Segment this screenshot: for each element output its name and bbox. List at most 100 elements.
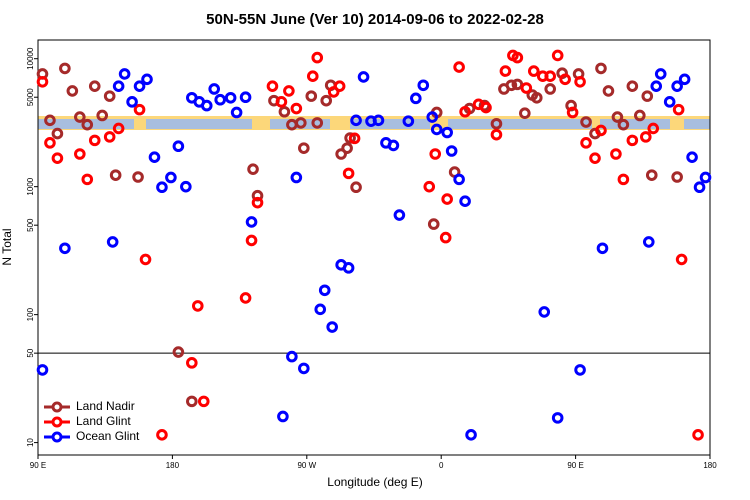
point (574, 75, 586, 88)
point (671, 171, 683, 183)
point (132, 171, 144, 183)
point (245, 216, 258, 228)
point (311, 51, 324, 64)
band-blue (270, 119, 330, 129)
point (247, 163, 259, 175)
point (314, 303, 327, 316)
x-tick-label: 180 (166, 461, 180, 470)
point (277, 410, 289, 423)
point (344, 132, 356, 144)
point (44, 137, 56, 149)
point (459, 195, 471, 207)
point (341, 142, 353, 154)
point (423, 180, 436, 193)
point (88, 80, 101, 92)
point (156, 429, 168, 441)
point (538, 306, 551, 318)
point (186, 357, 198, 369)
point (112, 122, 125, 135)
point (239, 292, 252, 304)
point (36, 75, 49, 88)
point (103, 90, 116, 102)
point (191, 300, 204, 312)
point (566, 106, 579, 119)
point (133, 80, 146, 92)
band-blue (350, 119, 430, 129)
point (544, 70, 557, 82)
point (186, 395, 198, 408)
point (499, 65, 512, 77)
point (465, 429, 477, 441)
point (574, 364, 586, 376)
point (426, 111, 439, 123)
point (699, 171, 712, 184)
point (311, 117, 324, 129)
y-tick-label: 10000 (26, 47, 35, 70)
point (589, 152, 601, 164)
x-tick-label: 90 E (30, 461, 46, 470)
point (66, 85, 79, 97)
point (172, 346, 185, 358)
point (326, 321, 338, 333)
point (490, 117, 503, 130)
point (327, 86, 340, 98)
point (335, 148, 347, 160)
point (639, 131, 652, 143)
point (441, 126, 453, 139)
point (112, 80, 125, 92)
legend-marker (51, 416, 63, 428)
point (678, 73, 691, 86)
point (559, 73, 571, 86)
point (645, 169, 658, 181)
plot-frame (37, 39, 711, 456)
point (103, 131, 116, 143)
point (672, 103, 685, 116)
point (156, 181, 168, 194)
point (430, 123, 443, 136)
point (81, 173, 94, 186)
point (305, 90, 318, 102)
band-blue (146, 119, 252, 129)
point (602, 85, 615, 97)
point (692, 429, 704, 441)
point (59, 62, 71, 75)
point (686, 151, 698, 163)
point (290, 102, 303, 115)
point (286, 350, 298, 363)
point (224, 91, 237, 104)
point (118, 68, 131, 80)
point (109, 169, 122, 181)
point (36, 364, 49, 376)
point (595, 62, 607, 75)
legend-label: Land Nadir (76, 399, 135, 413)
point (530, 91, 543, 104)
point (642, 236, 655, 248)
point (298, 362, 310, 375)
point (441, 193, 453, 205)
point (306, 70, 319, 82)
point (453, 61, 465, 73)
point (445, 145, 458, 157)
point (611, 111, 624, 123)
point (106, 236, 119, 248)
point (165, 171, 177, 184)
point (626, 134, 639, 147)
point (245, 234, 258, 247)
point (51, 152, 64, 164)
point (617, 173, 630, 186)
point (551, 49, 564, 62)
point (342, 167, 355, 180)
point (490, 128, 503, 141)
point (596, 242, 609, 255)
point (511, 78, 524, 91)
point (693, 181, 706, 194)
point (663, 96, 676, 108)
point (295, 117, 307, 129)
point (675, 253, 688, 266)
point (278, 105, 291, 118)
point (96, 109, 109, 122)
point (290, 171, 303, 184)
point (266, 80, 279, 92)
point (671, 80, 683, 92)
